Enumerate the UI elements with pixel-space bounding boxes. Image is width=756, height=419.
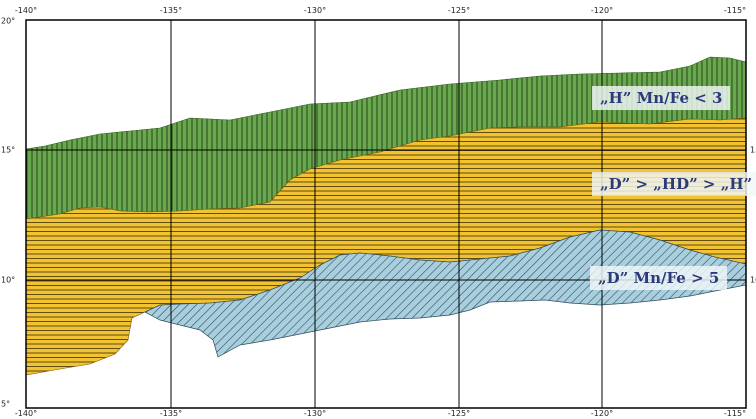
- zone-label-hydrogenetic-text: „H” Mn/Fe < 3: [600, 89, 723, 107]
- lon-tick-bottom-3: -130°: [303, 409, 327, 418]
- lat-tick-left-3: 10°: [1, 275, 16, 285]
- lon-tick-top-2: -135°: [159, 6, 183, 15]
- lon-tick-top-1: -140°: [14, 6, 38, 15]
- lon-tick-top-3: -130°: [303, 6, 327, 15]
- zone-label-diagenetic: „D” Mn/Fe > 5: [590, 266, 728, 290]
- zone-label-mixed: „D” > „HD” > „H”: [592, 172, 756, 196]
- zone-label-mixed-text: „D” > „HD” > „H”: [600, 175, 753, 193]
- zone-label-hydrogenetic: „H” Mn/Fe < 3: [592, 86, 731, 110]
- lon-tick-top-4: -125°: [447, 6, 471, 15]
- map-frame: [25, 19, 747, 409]
- lat-tick-left-4: 5°: [1, 399, 11, 409]
- lon-tick-bottom-6: -115°: [723, 409, 747, 418]
- lat-tick-right-2: 10°: [750, 275, 756, 285]
- lat-tick-left-2: 15°: [1, 145, 16, 155]
- lon-tick-bottom-1: -140°: [14, 409, 38, 418]
- lon-tick-top-6: -115°: [723, 6, 747, 15]
- lon-tick-bottom-5: -120°: [590, 409, 614, 418]
- lat-tick-right-1: 15°: [750, 145, 756, 155]
- zone-diagenetic-area: [144, 229, 747, 358]
- lon-tick-bottom-2: -135°: [159, 409, 183, 418]
- lon-tick-bottom-4: -125°: [447, 409, 471, 418]
- zone-label-diagenetic-text: „D” Mn/Fe > 5: [598, 269, 720, 287]
- lon-tick-top-5: -120°: [590, 6, 614, 15]
- lat-tick-left-1: 20°: [1, 16, 16, 26]
